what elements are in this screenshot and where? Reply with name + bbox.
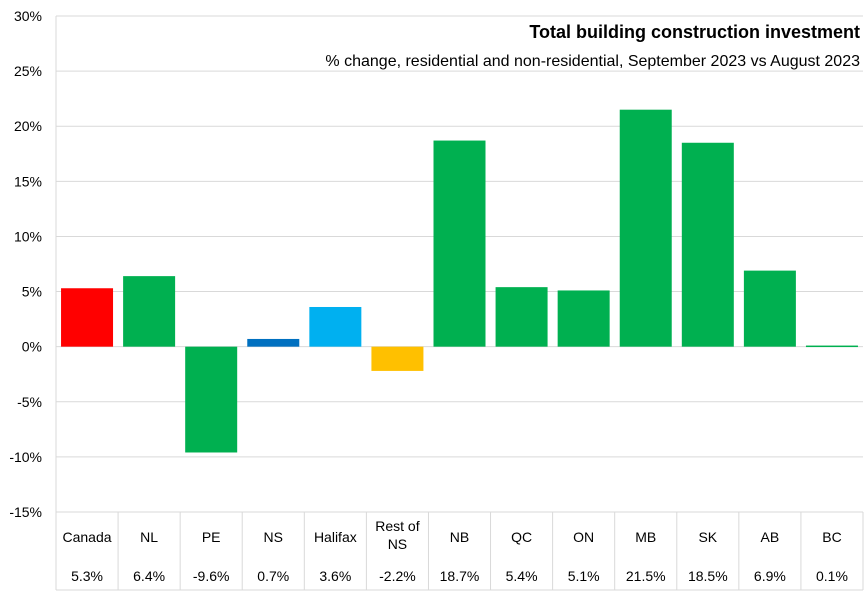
category-label: Canada [63, 529, 112, 545]
bar [495, 287, 548, 347]
y-tick-label: 5% [22, 284, 42, 300]
y-tick-label: 20% [14, 118, 42, 134]
category-label: SK [698, 529, 717, 545]
value-label: 21.5% [626, 568, 666, 584]
category-label: ON [573, 529, 594, 545]
value-label: 6.9% [754, 568, 786, 584]
value-label: -2.2% [379, 568, 416, 584]
category-label: QC [511, 529, 532, 545]
chart-title: Total building construction investment [529, 22, 860, 42]
y-tick-label: 15% [14, 173, 42, 189]
category-label: Rest of NS [375, 518, 419, 552]
chart-subtitle: % change, residential and non-residentia… [325, 53, 860, 70]
y-axis: 30% 25% 20% 15% 10% 5% 0% -5% -10% -15% [9, 8, 42, 520]
category-label: Halifax [314, 529, 357, 545]
y-tick-label: 0% [22, 339, 42, 355]
category-label: PE [202, 529, 221, 545]
bar [681, 142, 734, 347]
value-label: -9.6% [193, 568, 230, 584]
value-label: 5.4% [506, 568, 538, 584]
category-label: BC [822, 529, 841, 545]
bar [247, 338, 300, 347]
value-label: 5.1% [568, 568, 600, 584]
value-label: 5.3% [71, 568, 103, 584]
bar [619, 109, 672, 347]
value-label: 18.5% [688, 568, 728, 584]
category-label: AB [761, 529, 780, 545]
value-label: 6.4% [133, 568, 165, 584]
bar [557, 290, 610, 347]
category-label: NB [450, 529, 469, 545]
bar [309, 306, 362, 347]
y-tick-label: 25% [14, 63, 42, 79]
value-label: 18.7% [440, 568, 480, 584]
bar [123, 276, 176, 347]
bar [805, 345, 858, 348]
category-label: NS [264, 529, 283, 545]
category-table: Canada 5.3% NL 6.4% PE -9.6% NS 0.7% Halifax 3.6%… [55, 16, 864, 591]
bars [61, 109, 858, 453]
y-tick-label: 10% [14, 228, 42, 244]
value-label: 3.6% [319, 568, 351, 584]
bar [743, 270, 796, 347]
bar [371, 346, 424, 371]
category-label: NL [140, 529, 158, 545]
y-tick-label: 30% [14, 8, 42, 24]
bar [185, 346, 238, 453]
bar [433, 140, 486, 347]
bar [61, 288, 114, 347]
category-label: MB [635, 529, 656, 545]
y-tick-label: -5% [17, 394, 42, 410]
value-label: 0.7% [257, 568, 289, 584]
y-tick-label: -10% [9, 449, 42, 465]
value-label: 0.1% [816, 568, 848, 584]
y-tick-label: -15% [9, 504, 42, 520]
